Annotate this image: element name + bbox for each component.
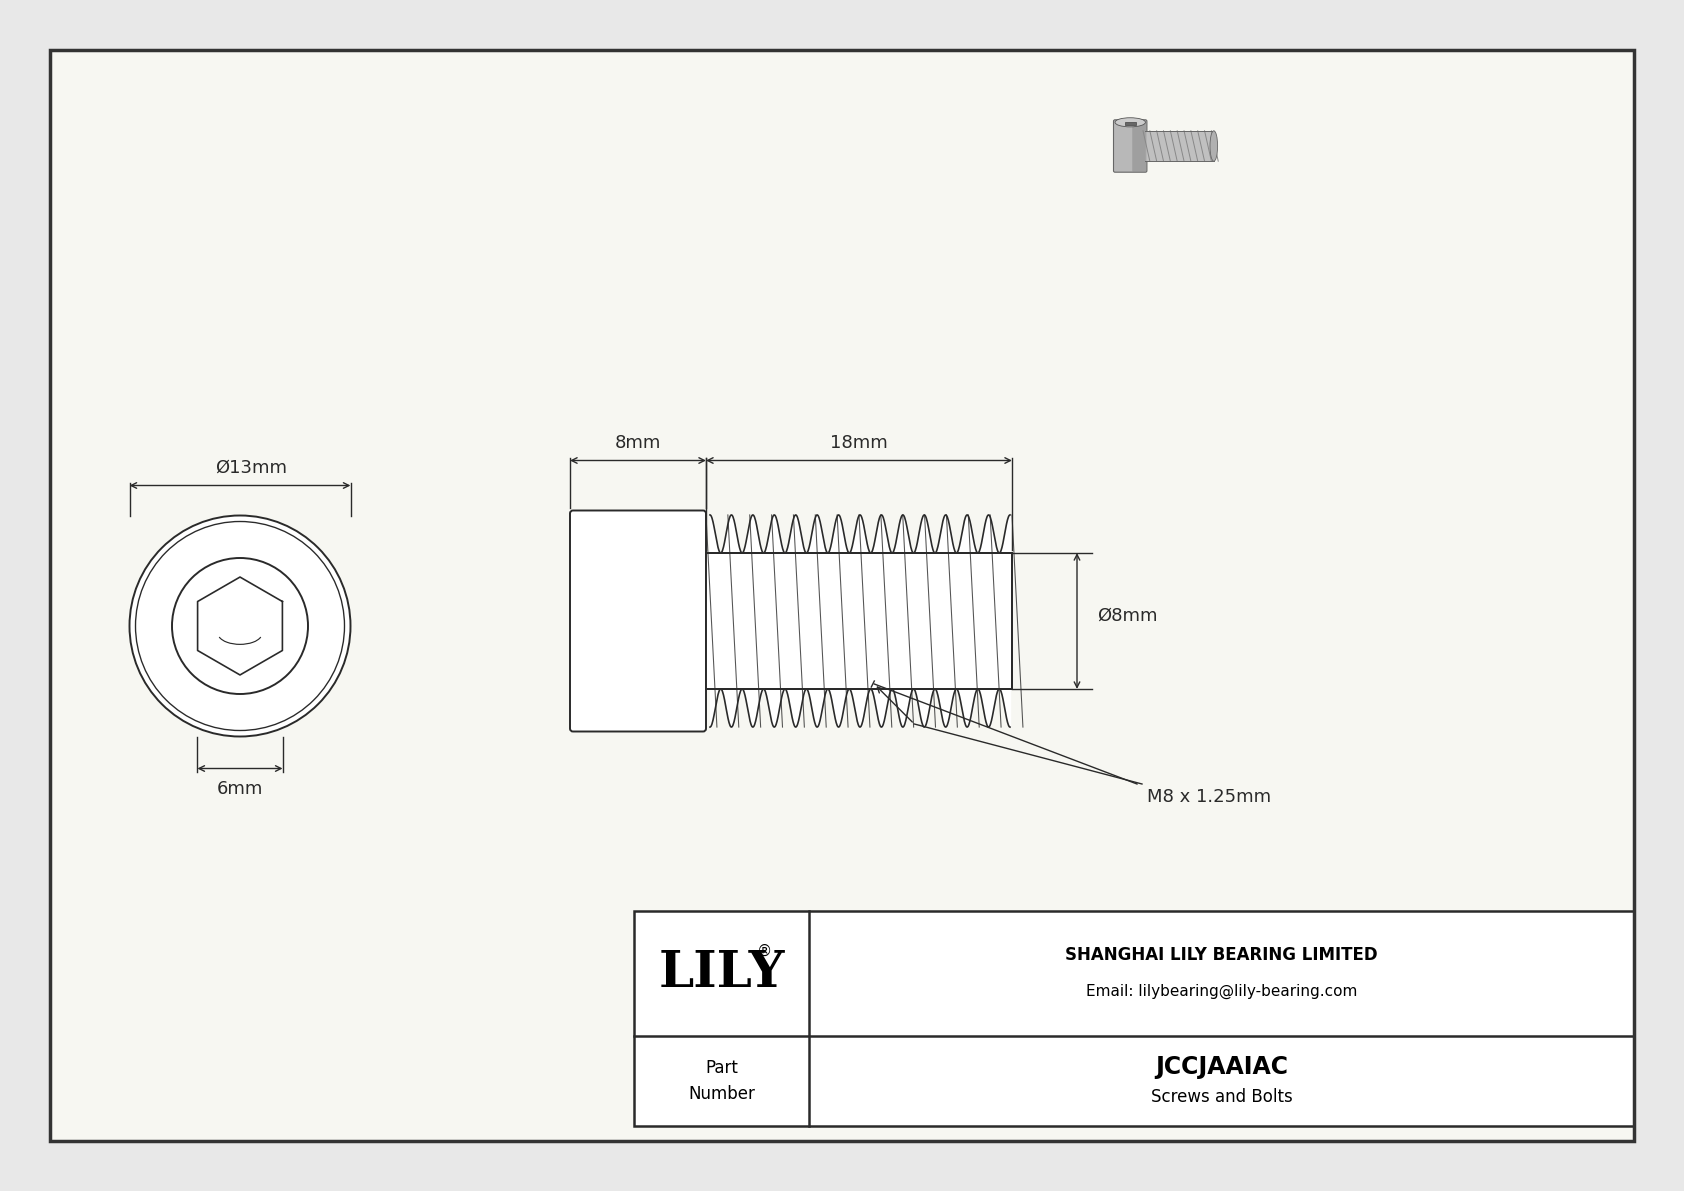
Circle shape (135, 522, 345, 730)
Text: SHANGHAI LILY BEARING LIMITED: SHANGHAI LILY BEARING LIMITED (1066, 947, 1378, 965)
FancyBboxPatch shape (569, 511, 706, 731)
Text: ®: ® (756, 944, 773, 959)
Text: 6mm: 6mm (217, 780, 263, 798)
Text: 18mm: 18mm (830, 434, 887, 451)
Text: Part
Number: Part Number (689, 1059, 754, 1103)
Bar (1125, 121, 1135, 125)
Circle shape (130, 516, 350, 736)
Circle shape (172, 559, 308, 694)
Text: Email: lilybearing@lily-bearing.com: Email: lilybearing@lily-bearing.com (1086, 984, 1357, 999)
Bar (633, 911, 1633, 1125)
Text: Ø13mm: Ø13mm (216, 459, 286, 476)
Ellipse shape (1115, 118, 1145, 127)
Bar (1145, 131, 1214, 161)
Text: 8mm: 8mm (615, 434, 662, 451)
Bar (706, 553, 1012, 690)
Text: Screws and Bolts: Screws and Bolts (1150, 1089, 1292, 1106)
FancyBboxPatch shape (1113, 120, 1147, 173)
Ellipse shape (1211, 131, 1218, 161)
Text: Ø8mm: Ø8mm (1096, 607, 1157, 625)
Text: M8 x 1.25mm: M8 x 1.25mm (1147, 788, 1271, 806)
Text: LILY: LILY (658, 949, 785, 998)
Text: JCCJAAIAC: JCCJAAIAC (1155, 1055, 1288, 1079)
FancyBboxPatch shape (1132, 120, 1147, 172)
